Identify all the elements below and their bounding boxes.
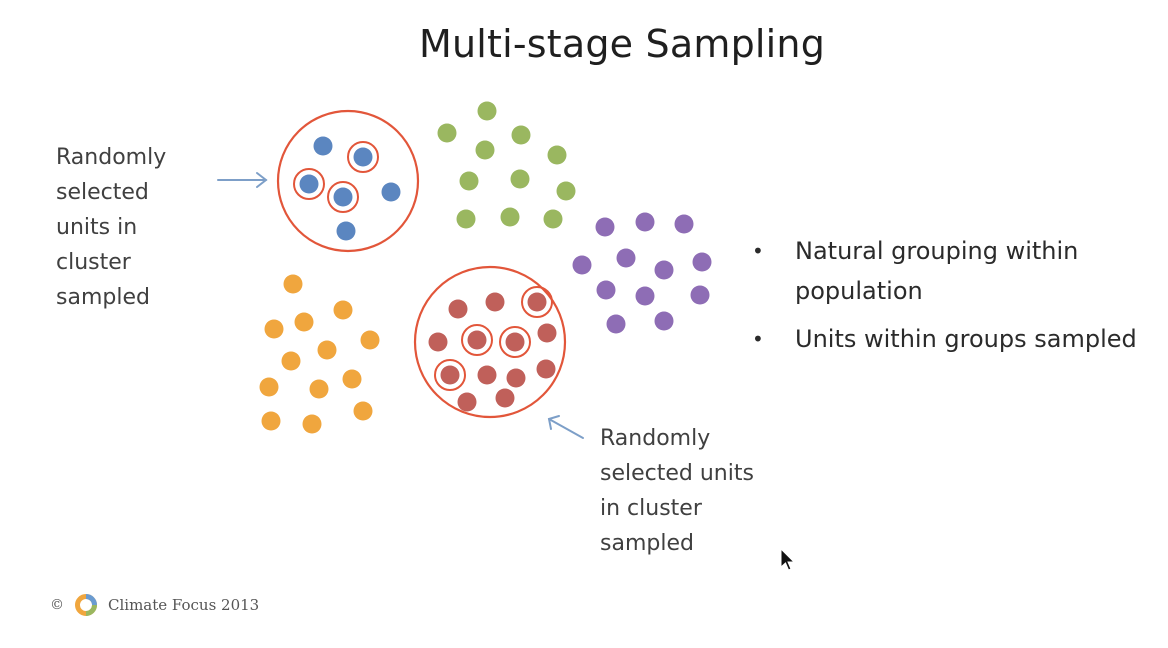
- unit-dot: [596, 280, 616, 300]
- unit-dot: [477, 365, 497, 385]
- unit-dot: [381, 182, 401, 202]
- selected-unit-ring: [293, 168, 325, 200]
- unit-dot: [261, 411, 281, 431]
- unit-dot: [264, 319, 284, 339]
- arrow-right-icon: [217, 172, 268, 188]
- bullet-marker: •: [752, 327, 764, 351]
- unit-dot: [333, 187, 353, 207]
- unit-dot: [333, 300, 353, 320]
- unit-dot: [527, 292, 547, 312]
- climate-focus-logo-icon: [75, 594, 97, 616]
- cluster-ring: [413, 265, 567, 419]
- unit-dot: [572, 255, 592, 275]
- unit-dot: [294, 312, 314, 332]
- mouse-cursor-icon: [780, 548, 796, 571]
- unit-dot: [299, 174, 319, 194]
- cluster-blue: [276, 109, 420, 253]
- footer-text: Climate Focus 2013: [108, 596, 260, 614]
- unit-dot: [309, 379, 329, 399]
- cluster-red: [413, 265, 567, 419]
- selected-unit-ring: [461, 324, 493, 356]
- unit-dot: [342, 369, 362, 389]
- bullet-item: • Units within groups sampled: [752, 319, 1152, 359]
- unit-dot: [543, 209, 563, 229]
- unit-dot: [506, 368, 526, 388]
- slide-title: Multi-stage Sampling: [418, 22, 826, 66]
- unit-dot: [457, 392, 477, 412]
- bullet-list: • Natural grouping within population • U…: [752, 231, 1152, 367]
- unit-dot: [456, 209, 476, 229]
- arrow-up-left-icon: [547, 415, 584, 439]
- unit-dot: [606, 314, 626, 334]
- left-caption: Randomly selected units in cluster sampl…: [56, 145, 167, 310]
- bullet-text: Natural grouping within population: [795, 237, 1079, 305]
- unit-dot: [437, 123, 457, 143]
- unit-dot: [556, 181, 576, 201]
- unit-dot: [690, 285, 710, 305]
- unit-dot: [511, 125, 531, 145]
- unit-dot: [536, 359, 556, 379]
- unit-dot: [692, 252, 712, 272]
- unit-dot: [448, 299, 468, 319]
- bullet-marker: •: [752, 239, 764, 263]
- unit-dot: [635, 286, 655, 306]
- selected-unit-ring: [434, 359, 466, 391]
- unit-dot: [317, 340, 337, 360]
- footer: © Climate Focus 2013: [50, 593, 259, 617]
- cluster-ring: [276, 109, 420, 253]
- unit-dot: [467, 330, 487, 350]
- unit-dot: [616, 248, 636, 268]
- unit-dot: [459, 171, 479, 191]
- cluster-orange: [259, 274, 380, 434]
- unit-dot: [674, 214, 694, 234]
- unit-dot: [475, 140, 495, 160]
- unit-dot: [495, 388, 515, 408]
- unit-dot: [505, 332, 525, 352]
- unit-dot: [428, 332, 448, 352]
- unit-dot: [360, 330, 380, 350]
- bullet-text: Units within groups sampled: [795, 325, 1137, 353]
- unit-dot: [440, 365, 460, 385]
- cluster-purple: [572, 212, 712, 334]
- right-caption: Randomly selected units in cluster sampl…: [600, 426, 754, 556]
- unit-dot: [259, 377, 279, 397]
- unit-dot: [283, 274, 303, 294]
- unit-dot: [537, 323, 557, 343]
- unit-dot: [353, 401, 373, 421]
- unit-dot: [500, 207, 520, 227]
- unit-dot: [477, 101, 497, 121]
- unit-dot: [654, 260, 674, 280]
- unit-dot: [595, 217, 615, 237]
- selected-unit-ring: [521, 286, 553, 318]
- cluster-green: [437, 101, 576, 229]
- unit-dot: [313, 136, 333, 156]
- unit-dot: [302, 414, 322, 434]
- unit-dot: [635, 212, 655, 232]
- unit-dot: [281, 351, 301, 371]
- unit-dot: [654, 311, 674, 331]
- unit-dot: [510, 169, 530, 189]
- bullet-item: • Natural grouping within population: [752, 231, 1152, 311]
- selected-unit-ring: [327, 181, 359, 213]
- unit-dot: [336, 221, 356, 241]
- copyright-symbol: ©: [50, 597, 64, 613]
- selected-unit-ring: [347, 141, 379, 173]
- unit-dot: [485, 292, 505, 312]
- selected-unit-ring: [499, 326, 531, 358]
- unit-dot: [353, 147, 373, 167]
- unit-dot: [547, 145, 567, 165]
